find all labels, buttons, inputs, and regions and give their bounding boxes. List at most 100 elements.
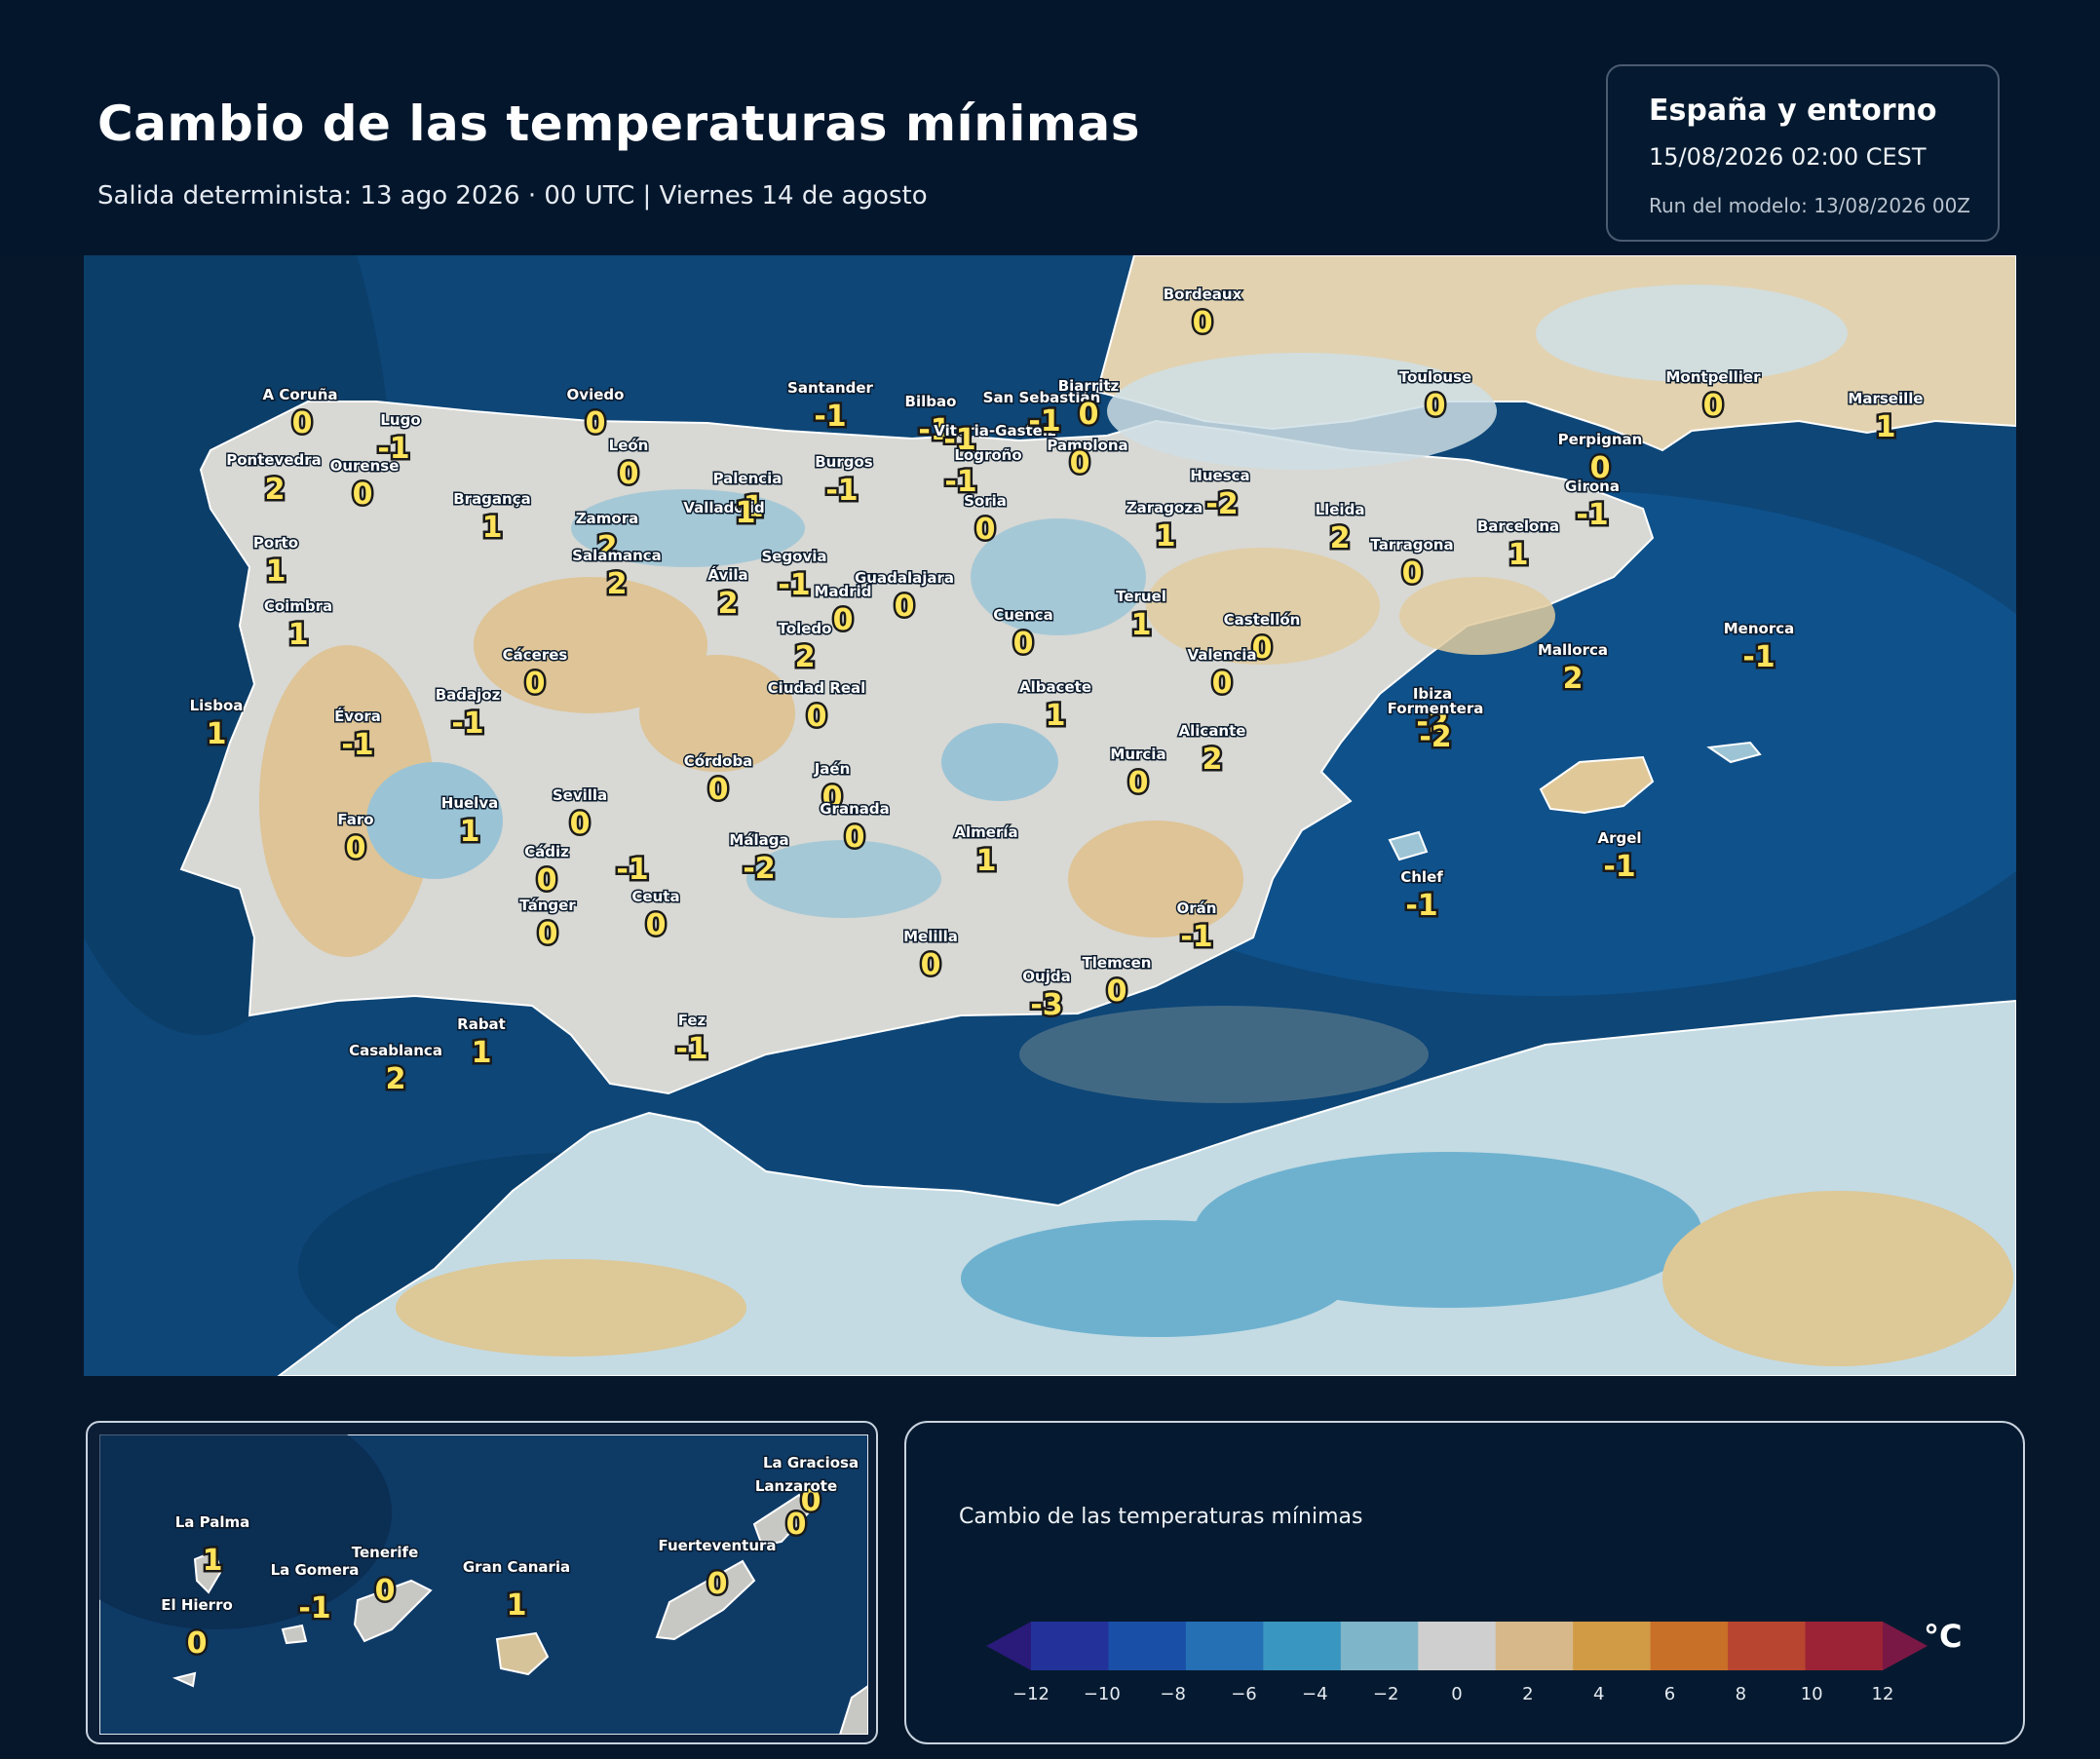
city-castellon[interactable]: Castellón 0 [1222,610,1302,669]
city-toledo[interactable]: Toledo 2 [777,619,833,677]
city-ibiza[interactable]: Ibiza -2 [1411,684,1453,743]
city-leon[interactable]: León 0 [607,436,650,494]
city-label: Pamplona [1047,437,1127,454]
city-almeria[interactable]: Almería 1 [953,822,1019,881]
island-gran-canaria[interactable]: Gran Canaria 1 [461,1557,571,1625]
city-bordeaux[interactable]: Bordeaux 0 [1162,285,1243,343]
city-lugo[interactable]: Lugo -1 [375,410,422,469]
city-granada[interactable]: Granada 0 [819,799,892,858]
coast-value-malaga: -1 [616,853,648,887]
city-tarragona[interactable]: Tarragona 0 [1369,535,1455,593]
city-argel[interactable]: Argel -1 [1596,828,1643,887]
city-huesca[interactable]: Huesca -2 [1189,466,1251,524]
city-oran[interactable]: Orán -1 [1175,899,1218,957]
city-tlemcen[interactable]: Tlemcen 0 [1081,953,1153,1012]
city-logrono[interactable]: Logroño-1 [942,445,1023,502]
island-la-graciosa[interactable]: La Graciosa 0 [761,1453,859,1521]
city-toulouse[interactable]: Toulouse 0 [1397,367,1472,426]
city-value: 0 [346,831,366,865]
city-evora[interactable]: Évora -1 [333,706,383,765]
city-santander[interactable]: Santander -1 [786,378,875,437]
city-label: Cádiz [524,843,569,860]
city-coimbra[interactable]: Coimbra 1 [262,596,333,655]
city-palencia[interactable]: Palencia -1 [711,469,783,527]
city-salamanca[interactable]: Salamanca 2 [571,546,664,604]
city-lisboa[interactable]: Lisboa 1 [188,696,245,754]
city-avila[interactable]: Ávila 2 [706,564,749,624]
city-valencia[interactable]: Valencia 0 [1186,645,1258,704]
canarias-inset[interactable]: La Graciosa 0 Lanzarote 0 La Palma 1 Tenerife 0… [86,1421,878,1744]
city-huelva[interactable]: Huelva 1 [439,793,499,852]
city-porto[interactable]: Porto 1 [251,533,299,592]
city-guadalajara[interactable]: Guadalajara 0 [853,568,955,627]
city-melilla[interactable]: Melilla 0 [902,927,960,985]
city-label: Formentera [1388,700,1484,717]
city-rabat[interactable]: Rabat 1 [456,1014,508,1073]
city-formentera[interactable]: Formentera-2 [1386,699,1485,757]
city-girona[interactable]: Girona -1 [1564,477,1622,535]
city-pontevedra[interactable]: Pontevedra 2 [225,450,324,510]
city-label: Salamanca [572,547,662,564]
island-el-hierro[interactable]: El Hierro 0 [160,1595,235,1663]
city-faro[interactable]: Faro 0 [336,810,375,868]
city-value: 0 [353,478,373,512]
city-oujda[interactable]: Oujda -3 [1021,967,1072,1025]
island-la-gomera[interactable]: La Gomera -1 [269,1560,361,1628]
city-braganca[interactable]: Bragança 1 [452,489,533,548]
city-teruel[interactable]: Teruel 1 [1115,587,1168,645]
city-chlef[interactable]: Chlef -1 [1399,867,1445,926]
island-tenerife[interactable]: Tenerife 0 [350,1543,420,1611]
city-badajoz[interactable]: Badajoz -1 [434,685,502,744]
city-value: 0 [1070,446,1090,480]
city-zaragoza[interactable]: Zaragoza 1 [1125,498,1203,556]
colorbar-tick-label: 2 [1522,1684,1533,1704]
city-zamora[interactable]: Zamora 2 [574,509,639,567]
city-cuenca[interactable]: Cuenca 0 [992,605,1055,664]
city-ceuta[interactable]: Ceuta 0 [630,887,681,945]
city-a-coruna[interactable]: A Coruña 0 [261,385,339,443]
city-ciudad-real[interactable]: Ciudad Real 0 [766,678,867,737]
city-perpignan[interactable]: Perpignan 0 [1556,430,1644,488]
city-value: 2 [718,587,739,621]
city-montpellier[interactable]: Montpellier 0 [1664,367,1763,426]
city-soria[interactable]: Soria 0 [963,491,1009,550]
city-oviedo[interactable]: Oviedo 0 [565,385,626,443]
city-jaen[interactable]: Jaén 0 [812,759,852,818]
main-map[interactable]: A Coruña 0 Lugo -1 Oviedo 0 Santander -1 Bilbao -… [84,255,2016,1376]
page-subtitle: Salida determinista: 13 ago 2026 · 00 UT… [97,181,928,210]
city-san-sebastian[interactable]: San Sebastián-1 [981,388,1102,441]
island-la-palma[interactable]: La Palma 1 [173,1512,251,1581]
city-albacete[interactable]: Albacete 1 [1017,677,1092,736]
city-ourense[interactable]: Ourense 0 [328,456,401,515]
city-burgos[interactable]: Burgos -1 [814,452,875,511]
city-cadiz[interactable]: Cádiz 0 [523,842,571,900]
city-segovia[interactable]: Segovia -1 [760,547,828,605]
city-cordoba[interactable]: Córdoba 0 [682,751,754,810]
city-biarritz[interactable]: Biarritz 0 [1056,376,1121,435]
city-value: -2 [1205,487,1238,521]
island-fuerteventura[interactable]: Fuerteventura 0 [657,1536,778,1604]
city-value: -1 [451,707,483,741]
city-tanger[interactable]: Tánger 0 [518,896,578,954]
city-alicante[interactable]: Alicante 2 [1177,721,1247,780]
city-malaga[interactable]: Málaga -2 [728,830,790,889]
city-casablanca[interactable]: Casablanca 2 [348,1041,444,1099]
city-menorca[interactable]: Menorca -1 [1722,619,1796,677]
city-lleida[interactable]: Lleida 2 [1314,500,1366,558]
city-bilbao[interactable]: Bilbao -1 [903,392,958,450]
city-madrid[interactable]: Madrid 0 [813,582,873,640]
city-value: 1 [207,717,227,751]
city-sevilla[interactable]: Sevilla 0 [551,785,608,844]
city-vitoria-gasteiz[interactable]: Vitoria-Gasteiz-1 [933,421,1058,460]
city-barcelona[interactable]: Barcelona 1 [1475,516,1560,575]
city-marseille[interactable]: Marseille 1 [1847,389,1925,447]
city-value: 0 [619,457,639,491]
city-mallorca[interactable]: Mallorca 2 [1536,640,1609,699]
city-caceres[interactable]: Cáceres 0 [501,645,569,704]
city-fez[interactable]: Fez -1 [673,1011,710,1069]
city-murcia[interactable]: Murcia 0 [1109,745,1167,803]
gran-canaria-land [495,1631,550,1676]
